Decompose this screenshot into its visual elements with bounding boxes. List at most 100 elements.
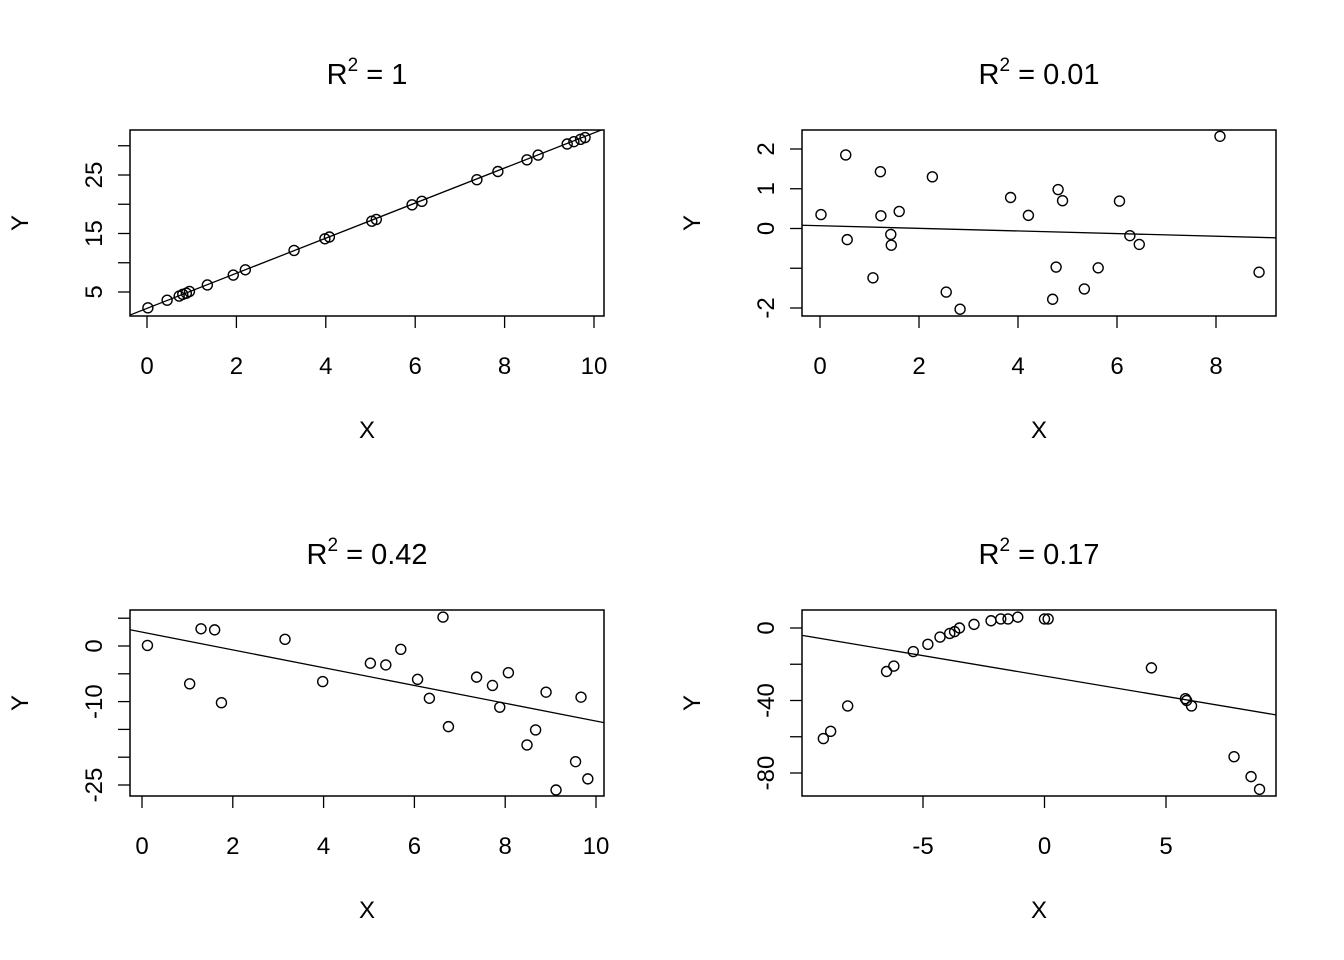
- data-point: [521, 154, 533, 166]
- data-point: [1253, 266, 1265, 278]
- data-point: [1046, 293, 1059, 305]
- data-point: [1012, 611, 1024, 623]
- data-point: [1145, 662, 1158, 674]
- x-axis-label: X: [1031, 897, 1047, 924]
- data-point: [934, 631, 946, 643]
- x-tick-label: 10: [581, 353, 608, 380]
- x-tick-label: 10: [583, 833, 610, 860]
- x-tick-label: 2: [226, 833, 239, 860]
- data-point: [1245, 770, 1257, 783]
- data-point: [1124, 229, 1136, 242]
- data-point: [492, 165, 504, 178]
- data-point: [494, 701, 506, 713]
- x-tick-label: 0: [813, 353, 826, 380]
- data-point: [141, 639, 154, 652]
- x-tick-label: 2: [230, 353, 243, 380]
- y-tick-label: 0: [753, 621, 780, 634]
- data-point: [1056, 194, 1069, 207]
- data-point: [416, 195, 428, 208]
- data-point: [875, 210, 887, 222]
- data-point: [569, 755, 582, 768]
- y-tick-label: 0: [81, 639, 108, 652]
- x-axis: 0 2 4 6 8 10: [140, 316, 607, 380]
- data-point: [529, 724, 542, 736]
- data-point: [395, 643, 407, 656]
- y-tick-label: -10: [81, 684, 108, 719]
- data-point: [406, 199, 418, 211]
- x-tick-label: 6: [1110, 353, 1123, 380]
- data-point: [954, 303, 966, 315]
- data-point: [215, 697, 228, 709]
- data-point: [995, 613, 1007, 625]
- y-tick-label: 15: [81, 220, 108, 247]
- y-tick-label: 0: [753, 222, 780, 235]
- data-point: [471, 173, 483, 186]
- x-tick-label: 4: [317, 833, 330, 860]
- data-point: [380, 659, 392, 671]
- data-point: [1214, 130, 1226, 142]
- data-point: [1022, 209, 1035, 222]
- data-point: [532, 149, 544, 161]
- data-point: [940, 286, 952, 298]
- regression-line: [130, 629, 604, 724]
- data-point: [195, 623, 207, 635]
- y-axis-label: Y: [7, 215, 34, 231]
- data-point: [575, 691, 587, 703]
- data-point: [1113, 195, 1126, 207]
- data-point: [1228, 750, 1240, 763]
- x-tick-label: 8: [1209, 353, 1222, 380]
- plot-area: 0 2 4 6 8 10 -25 -10 0: [81, 609, 609, 860]
- data-point: [411, 673, 424, 686]
- data-point: [540, 686, 552, 698]
- data-point: [183, 285, 196, 298]
- panel-4: R2 = 0.17 X Y -5 0 5 -80 -40 0: [679, 535, 1277, 924]
- data-point: [926, 171, 939, 183]
- panel-title: R2 = 1: [327, 55, 408, 91]
- data-point: [840, 149, 852, 161]
- data-point: [521, 739, 533, 751]
- x-tick-label: 0: [135, 833, 148, 860]
- data-point: [888, 660, 900, 672]
- y-axis: -80 -40 0: [753, 621, 802, 790]
- y-axis: 5 15 25: [81, 145, 130, 299]
- y-tick-label: -40: [753, 683, 780, 718]
- data-point: [183, 678, 196, 690]
- data-point: [1179, 692, 1192, 705]
- data-point: [953, 622, 966, 634]
- data-point: [922, 638, 934, 651]
- data-point: [442, 720, 455, 733]
- y-tick-label: 2: [753, 142, 780, 155]
- x-tick-label: 8: [498, 353, 511, 380]
- panel-3: R2 = 0.42 X Y 0 2 4 6 8 10 -25 -10 0: [7, 535, 609, 924]
- data-point: [1092, 262, 1104, 274]
- data-point: [316, 675, 329, 688]
- data-point: [470, 671, 483, 683]
- x-axis: 0 2 4 6 8 10: [135, 796, 609, 860]
- plot-area: 0 2 4 6 8 10 5 15 25: [81, 129, 607, 380]
- data-point: [874, 165, 887, 178]
- data-point: [582, 773, 594, 785]
- data-point: [885, 228, 897, 241]
- data-point: [968, 618, 980, 631]
- x-axis: 0 2 4 6 8: [813, 316, 1223, 380]
- x-tick-label: 0: [140, 353, 153, 380]
- y-axis: -25 -10 0: [81, 617, 130, 802]
- data-point: [1253, 783, 1266, 796]
- x-axis: -5 0 5: [912, 796, 1173, 860]
- y-tick-label: 25: [81, 162, 108, 189]
- data-point: [239, 264, 252, 276]
- data-point: [880, 665, 893, 678]
- data-point: [1133, 238, 1145, 251]
- x-axis-label: X: [359, 897, 375, 924]
- data-point: [885, 239, 897, 251]
- y-tick-label: 5: [81, 285, 108, 298]
- x-tick-label: 8: [499, 833, 512, 860]
- data-points: [142, 131, 591, 314]
- y-tick-label: -2: [753, 297, 780, 318]
- x-tick-label: 0: [1038, 833, 1051, 860]
- data-points: [817, 611, 1266, 796]
- data-point: [370, 213, 383, 226]
- data-point: [1052, 183, 1064, 196]
- panel-1: R2 = 1 X Y 0 2 4 6 8 10 5 15 25: [7, 55, 607, 444]
